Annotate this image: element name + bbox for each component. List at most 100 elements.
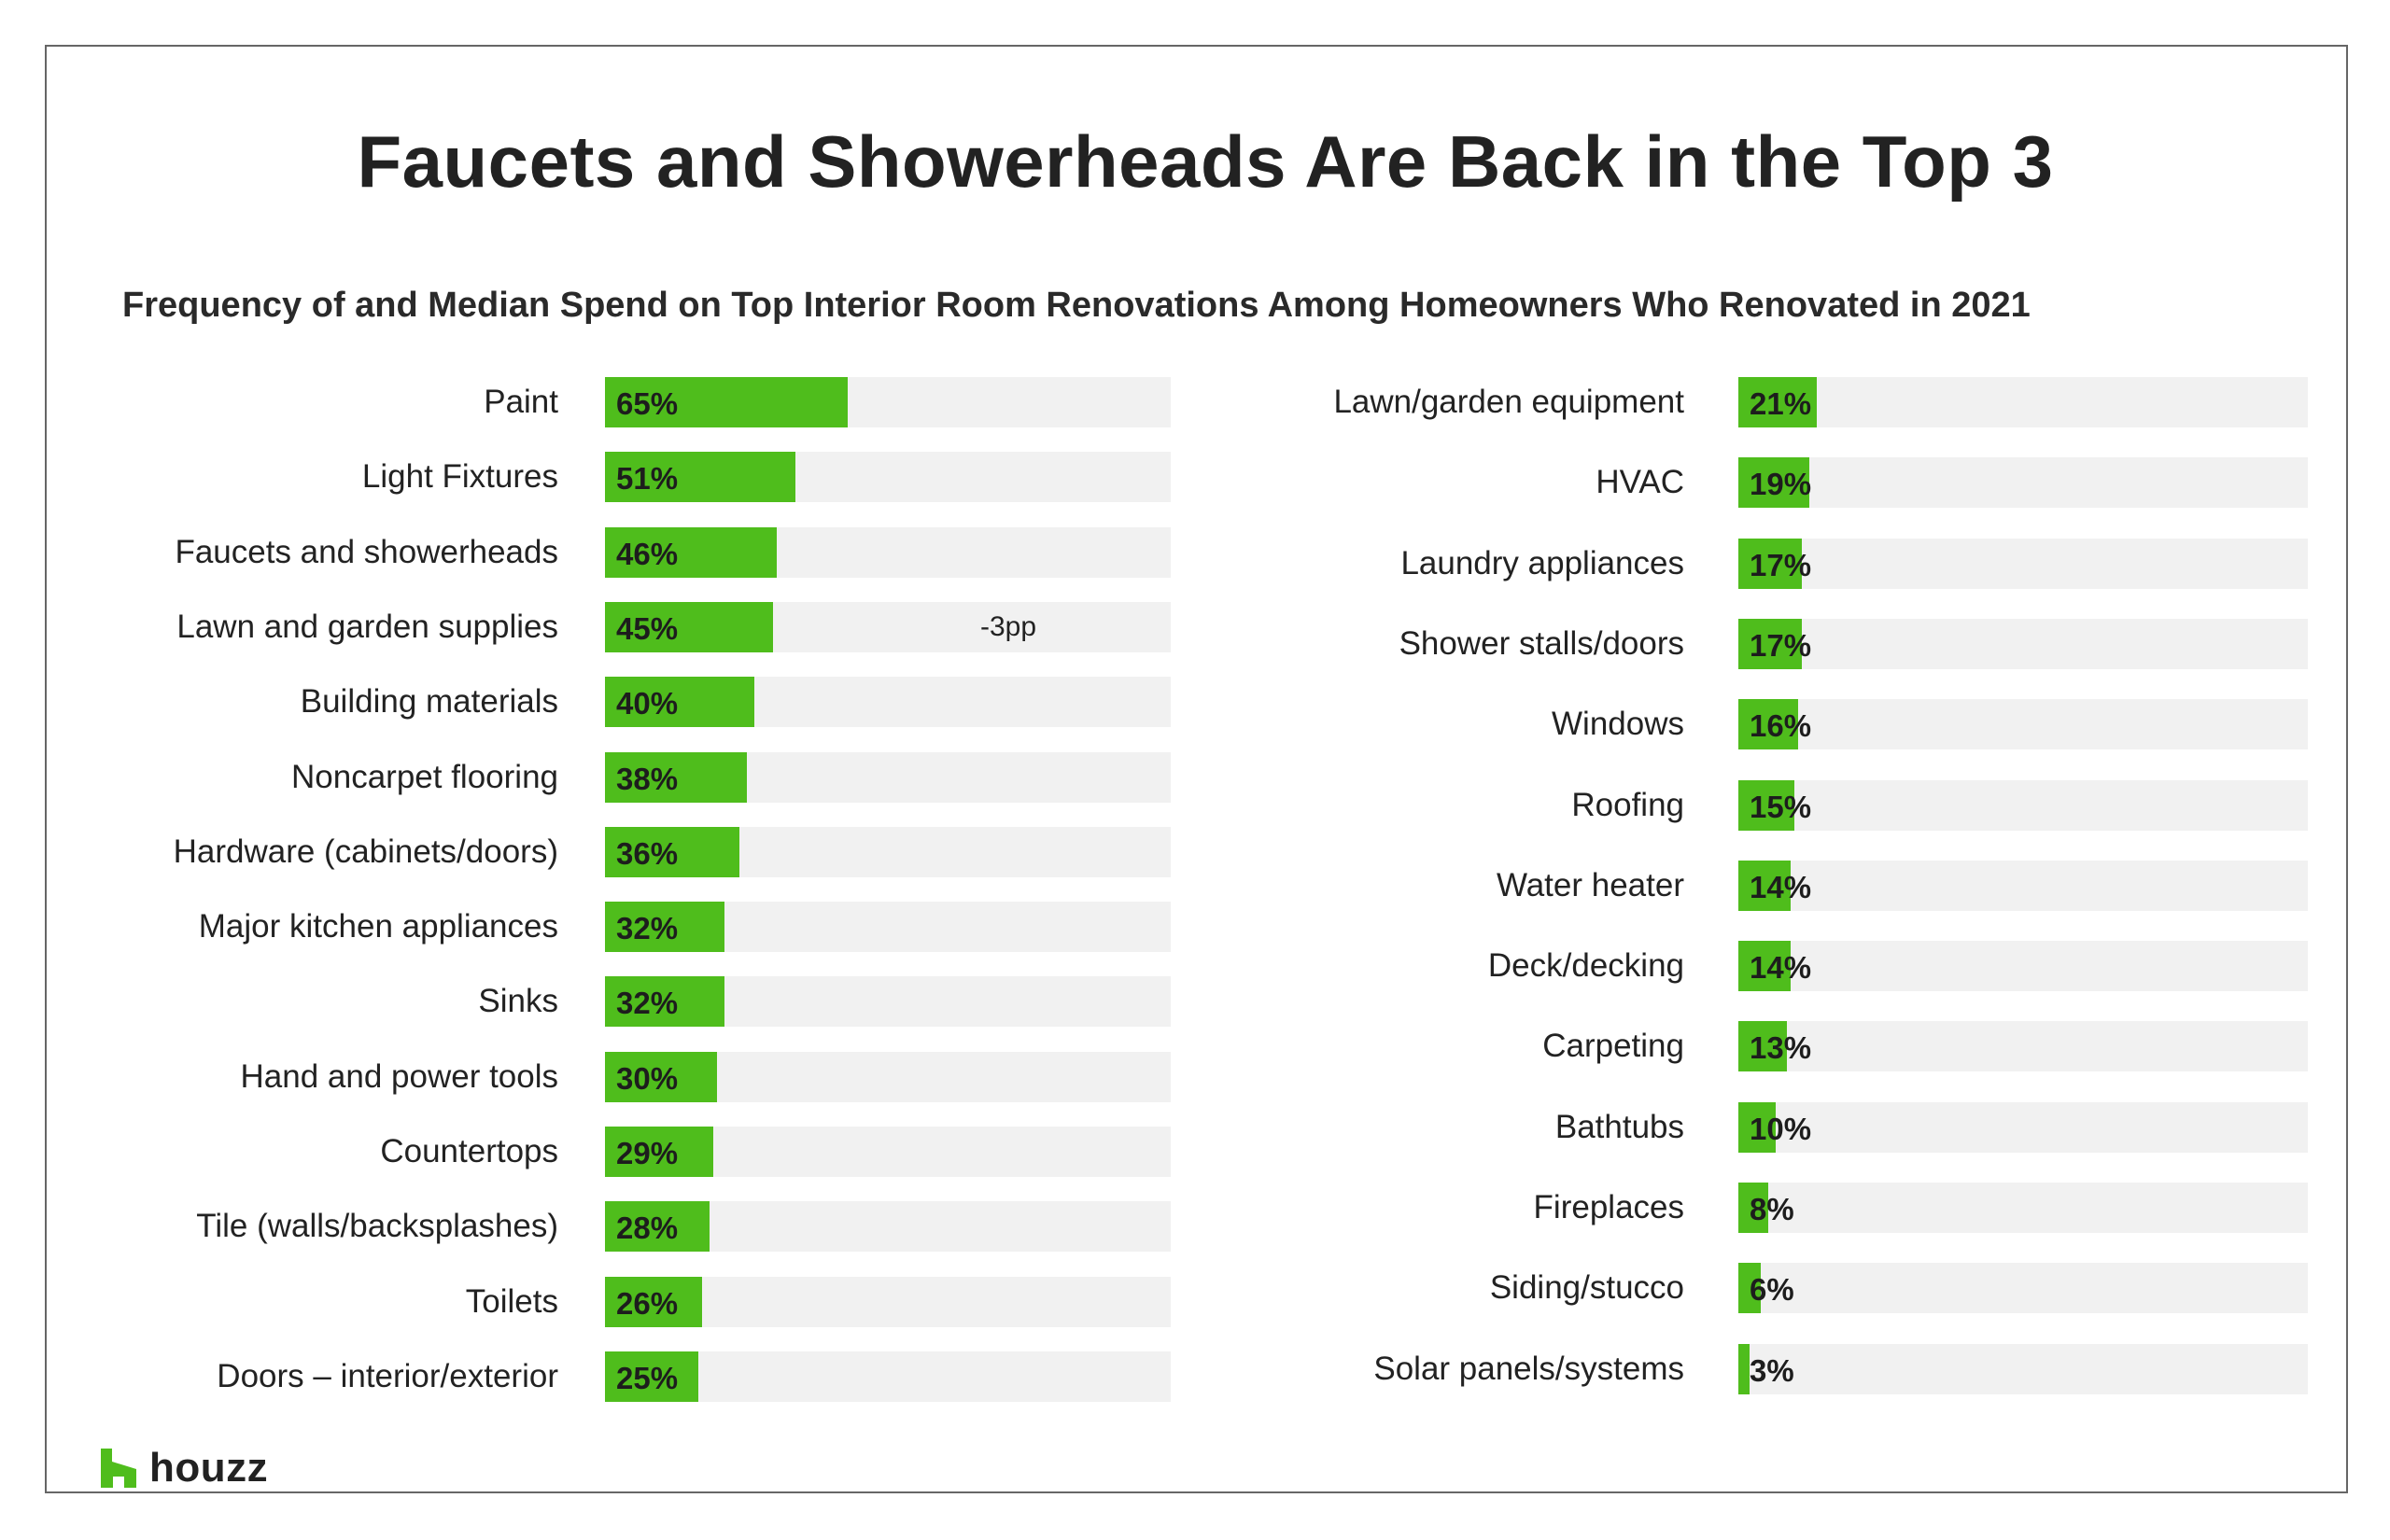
category-label: Sinks bbox=[478, 983, 558, 1020]
value-label: 21% bbox=[1750, 386, 1812, 421]
bar-track: 38% bbox=[605, 751, 1171, 803]
bar bbox=[1738, 941, 1791, 992]
bar-row: Siding/stucco 6% bbox=[0, 1263, 2390, 1314]
bar-track: 26% bbox=[605, 1276, 1171, 1327]
bar-row: Noncarpet flooring 38% bbox=[0, 751, 2390, 803]
bar bbox=[605, 1276, 702, 1327]
value-label: 17% bbox=[1750, 547, 1812, 582]
bar-row: Bathtubs 10% bbox=[0, 1101, 2390, 1153]
bar-row: Roofing 15% bbox=[0, 779, 2390, 831]
bar-row: Water heater 14% bbox=[0, 860, 2390, 911]
category-label: Roofing bbox=[1571, 786, 1684, 823]
chart-frame bbox=[45, 45, 2348, 1493]
value-label: 14% bbox=[1750, 950, 1812, 986]
bar-row: Lawn/garden equipment 21% bbox=[0, 377, 2390, 427]
bar-track: 32% bbox=[605, 976, 1171, 1028]
bar bbox=[605, 1201, 710, 1253]
bar-track: 17% bbox=[1738, 618, 2308, 669]
bar bbox=[605, 452, 795, 503]
bar-row: Tile (walls/backsplashes) 28% bbox=[0, 1201, 2390, 1253]
bar bbox=[605, 677, 754, 728]
bar-track: 51% bbox=[605, 452, 1171, 503]
houzz-logo-icon bbox=[101, 1449, 136, 1488]
bar-row: Countertops 29% bbox=[0, 1127, 2390, 1177]
bar bbox=[1738, 1343, 1750, 1394]
category-label: Laundry appliances bbox=[1400, 544, 1684, 581]
bar bbox=[605, 601, 773, 652]
bar-row: Paint 65% bbox=[0, 377, 2390, 427]
bar-track: 36% bbox=[605, 826, 1171, 877]
value-label: 38% bbox=[616, 761, 679, 796]
bar-row: Light Fixtures 51% bbox=[0, 452, 2390, 503]
bar bbox=[1738, 1183, 1768, 1233]
category-label: Hardware (cabinets/doors) bbox=[173, 833, 558, 870]
bar bbox=[1738, 699, 1798, 750]
bar-row: Doors – interior/exterior 25% bbox=[0, 1351, 2390, 1402]
category-label: Bathtubs bbox=[1554, 1108, 1684, 1145]
bar-track: 17% bbox=[1738, 538, 2308, 589]
bar-row: Solar panels/systems 3% bbox=[0, 1343, 2390, 1394]
bar-row: Sinks 32% bbox=[0, 976, 2390, 1028]
value-label: 29% bbox=[616, 1136, 679, 1170]
bar-track: 19% bbox=[1738, 457, 2308, 509]
category-label: Paint bbox=[484, 384, 558, 420]
category-label: Toilets bbox=[465, 1282, 558, 1320]
bar bbox=[605, 902, 724, 953]
bar-track: 40% bbox=[605, 677, 1171, 728]
bar bbox=[605, 751, 747, 803]
bar-track: 46% bbox=[605, 526, 1171, 578]
value-label: 16% bbox=[1750, 708, 1812, 744]
bar-track: 14% bbox=[1738, 941, 2308, 992]
bar-row: Laundry appliances 17% bbox=[0, 538, 2390, 589]
bar-row: Building materials 40% bbox=[0, 677, 2390, 728]
category-label: Windows bbox=[1552, 706, 1684, 743]
annotation-label: -3pp bbox=[980, 610, 1037, 642]
bar bbox=[1738, 538, 1802, 589]
category-label: Major kitchen appliances bbox=[198, 908, 558, 945]
category-label: Fireplaces bbox=[1533, 1189, 1684, 1225]
category-label: Deck/decking bbox=[1487, 947, 1684, 985]
value-label: 32% bbox=[616, 911, 679, 946]
bar-row: Shower stalls/doors 17% bbox=[0, 618, 2390, 669]
category-label: Carpeting bbox=[1542, 1028, 1684, 1065]
bar-track: 16% bbox=[1738, 699, 2308, 750]
bar bbox=[605, 976, 724, 1028]
bar bbox=[605, 1051, 717, 1102]
bar bbox=[1738, 1021, 1787, 1072]
value-label: 26% bbox=[616, 1285, 679, 1321]
value-label: 51% bbox=[616, 461, 679, 497]
value-label: 45% bbox=[616, 610, 679, 646]
category-label: Building materials bbox=[300, 683, 558, 721]
value-label: 19% bbox=[1750, 467, 1812, 502]
bar bbox=[605, 1351, 698, 1402]
value-label: 25% bbox=[616, 1360, 679, 1395]
chart-subtitle: Frequency of and Median Spend on Top Int… bbox=[122, 286, 2031, 325]
value-label: 3% bbox=[1750, 1352, 1794, 1388]
bar-track: 65% bbox=[605, 377, 1171, 427]
bar-row: Toilets 26% bbox=[0, 1276, 2390, 1327]
category-label: Shower stalls/doors bbox=[1399, 624, 1684, 662]
value-label: 32% bbox=[616, 986, 679, 1021]
value-label: 15% bbox=[1750, 789, 1812, 824]
category-label: Solar panels/systems bbox=[1373, 1350, 1684, 1387]
bar-track: 13% bbox=[1738, 1021, 2308, 1072]
chart-title: Faucets and Showerheads Are Back in the … bbox=[357, 120, 2054, 203]
category-label: Siding/stucco bbox=[1489, 1269, 1684, 1307]
value-label: 14% bbox=[1750, 869, 1812, 904]
bar bbox=[605, 526, 777, 578]
bar-row: HVAC 19% bbox=[0, 457, 2390, 509]
bar bbox=[1738, 779, 1794, 831]
value-label: 8% bbox=[1750, 1192, 1794, 1226]
category-label: Noncarpet flooring bbox=[291, 758, 558, 795]
bar-track: 30% bbox=[605, 1051, 1171, 1102]
bar bbox=[1738, 860, 1791, 911]
bar-track: 45% bbox=[605, 601, 1171, 652]
bar bbox=[1738, 1101, 1776, 1153]
bar-row: Hardware (cabinets/doors) 36% bbox=[0, 826, 2390, 877]
category-label: Lawn and garden supplies bbox=[176, 608, 558, 645]
bar-track: 3% bbox=[1738, 1343, 2308, 1394]
bar-track: 29% bbox=[605, 1127, 1171, 1177]
category-label: Lawn/garden equipment bbox=[1333, 384, 1684, 420]
bar bbox=[1738, 457, 1809, 509]
bar-track: 15% bbox=[1738, 779, 2308, 831]
